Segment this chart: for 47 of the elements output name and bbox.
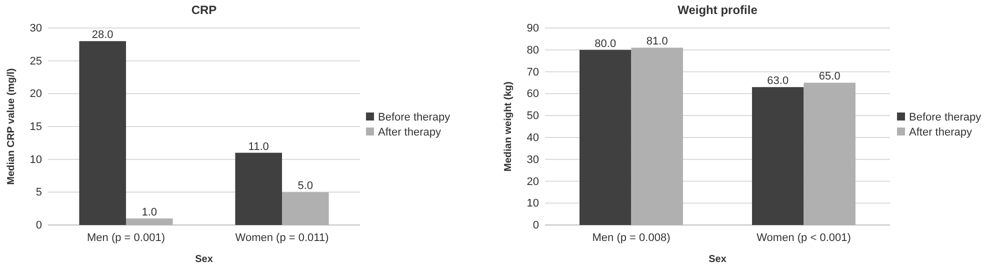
y-tick-label: 20 bbox=[526, 176, 539, 188]
chart-title: CRP bbox=[191, 3, 217, 17]
bar bbox=[580, 50, 632, 225]
data-label: 81.0 bbox=[646, 36, 668, 48]
x-tick-label: Women (p < 0.001) bbox=[756, 232, 851, 244]
y-tick-label: 70 bbox=[526, 66, 539, 78]
legend-label: Before therapy bbox=[378, 112, 451, 124]
bar bbox=[79, 41, 126, 225]
data-label: 63.0 bbox=[767, 75, 789, 88]
y-axis-title: Median weight (kg) bbox=[503, 82, 514, 172]
legend-label: After therapy bbox=[378, 126, 442, 138]
y-axis-title: Median CRP value (mg/l) bbox=[6, 68, 17, 185]
bar bbox=[752, 87, 804, 225]
bar bbox=[804, 82, 856, 225]
y-tick-label: 0 bbox=[532, 220, 539, 232]
y-tick-label: 50 bbox=[526, 110, 539, 122]
bar bbox=[235, 152, 282, 225]
data-label: 5.0 bbox=[298, 180, 314, 192]
y-tick-label: 40 bbox=[526, 132, 539, 144]
chart-title: Weight profile bbox=[678, 3, 758, 17]
x-tick-label: Men (p = 0.008) bbox=[592, 232, 670, 244]
x-tick-label: Women (p = 0.011) bbox=[235, 232, 329, 244]
data-label: 28.0 bbox=[92, 29, 114, 42]
y-tick-label: 5 bbox=[36, 186, 42, 199]
y-tick-label: 0 bbox=[36, 220, 42, 232]
data-label: 11.0 bbox=[248, 140, 269, 153]
legend-label: After therapy bbox=[909, 126, 972, 138]
bar bbox=[282, 192, 329, 225]
x-axis-title: Sex bbox=[708, 254, 727, 265]
y-tick-label: 30 bbox=[526, 154, 539, 166]
x-tick-label: Men (p = 0.001) bbox=[87, 232, 165, 244]
data-label: 80.0 bbox=[594, 38, 616, 50]
x-axis-title: Sex bbox=[195, 254, 214, 265]
y-tick-label: 80 bbox=[526, 44, 539, 56]
bar bbox=[126, 218, 173, 225]
y-tick-label: 15 bbox=[30, 121, 42, 134]
y-tick-label: 10 bbox=[30, 154, 42, 166]
data-label: 65.0 bbox=[818, 70, 840, 83]
data-label: 1.0 bbox=[142, 206, 158, 218]
y-tick-label: 90 bbox=[526, 22, 539, 35]
y-tick-label: 25 bbox=[30, 55, 42, 68]
bar bbox=[631, 48, 683, 225]
y-tick-label: 20 bbox=[30, 88, 42, 100]
y-tick-label: 30 bbox=[30, 22, 42, 35]
y-tick-label: 60 bbox=[526, 88, 539, 100]
y-tick-label: 10 bbox=[526, 198, 539, 210]
legend-label: Before therapy bbox=[909, 112, 982, 124]
